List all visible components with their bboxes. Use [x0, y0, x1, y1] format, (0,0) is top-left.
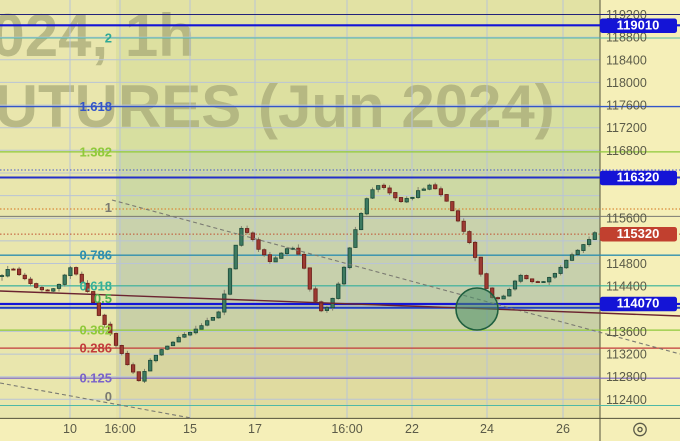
svg-text:116320: 116320 — [617, 170, 660, 185]
svg-text:114070: 114070 — [617, 296, 660, 311]
svg-text:0.5: 0.5 — [94, 291, 112, 306]
svg-text:116800: 116800 — [606, 144, 647, 158]
svg-text:113200: 113200 — [606, 348, 647, 362]
svg-text:16:00: 16:00 — [331, 422, 362, 436]
svg-text:114800: 114800 — [606, 257, 647, 271]
svg-text:1.382: 1.382 — [79, 144, 112, 159]
svg-text:1.618: 1.618 — [79, 99, 112, 114]
svg-text:0.125: 0.125 — [79, 371, 112, 386]
svg-text:0.382: 0.382 — [79, 323, 112, 338]
svg-text:119010: 119010 — [617, 17, 660, 32]
svg-text:2: 2 — [105, 31, 112, 46]
svg-text:0: 0 — [105, 389, 112, 404]
svg-text:24: 24 — [480, 422, 494, 436]
svg-text:112800: 112800 — [606, 370, 647, 384]
svg-text:114400: 114400 — [606, 280, 647, 294]
svg-text:0.286: 0.286 — [79, 341, 112, 356]
svg-text:10: 10 — [63, 422, 77, 436]
svg-text:117600: 117600 — [606, 99, 647, 113]
svg-text:17: 17 — [248, 422, 262, 436]
svg-text:118000: 118000 — [606, 76, 647, 90]
svg-text:26: 26 — [556, 422, 570, 436]
svg-text:1: 1 — [105, 200, 112, 215]
svg-text:16:00: 16:00 — [104, 422, 135, 436]
svg-text:22: 22 — [405, 422, 419, 436]
svg-text:112400: 112400 — [606, 393, 647, 407]
svg-text:118400: 118400 — [606, 53, 647, 67]
svg-text:115320: 115320 — [617, 226, 660, 241]
svg-text:15: 15 — [183, 422, 197, 436]
svg-text:0.786: 0.786 — [79, 248, 112, 263]
svg-text:115600: 115600 — [606, 212, 647, 226]
svg-text:117200: 117200 — [606, 121, 647, 135]
svg-text:113600: 113600 — [606, 325, 647, 339]
